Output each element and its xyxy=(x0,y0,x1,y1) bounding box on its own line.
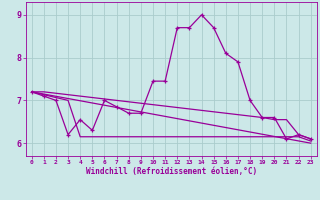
X-axis label: Windchill (Refroidissement éolien,°C): Windchill (Refroidissement éolien,°C) xyxy=(86,167,257,176)
